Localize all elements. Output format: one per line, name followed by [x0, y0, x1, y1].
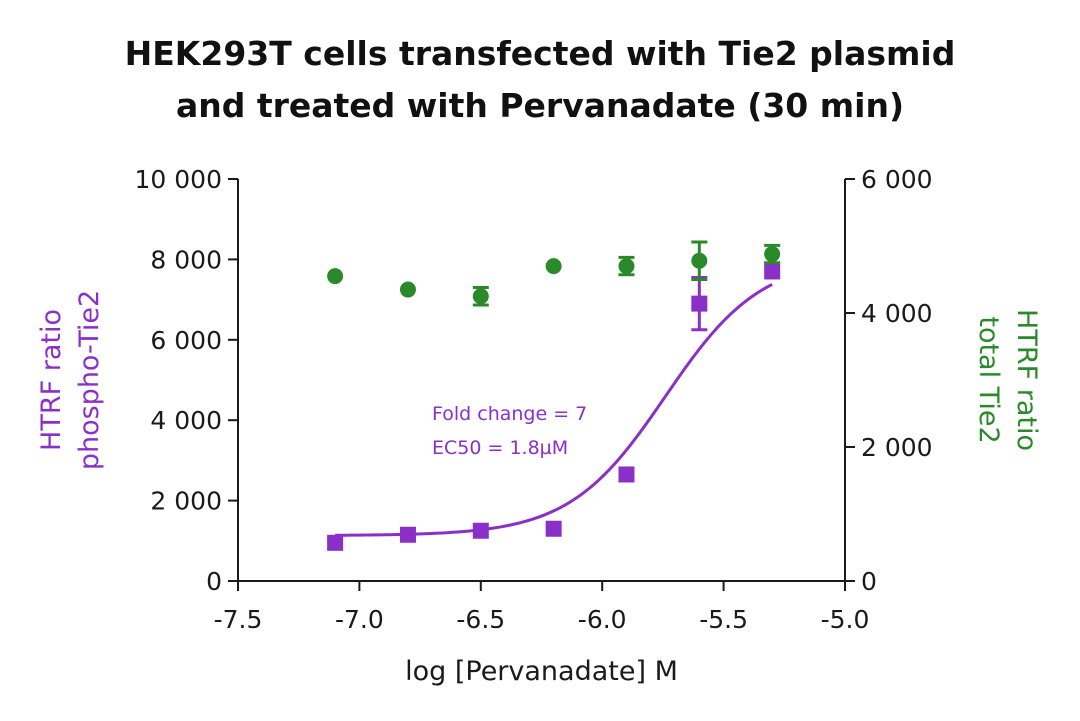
phospho-Tie2-point: [399, 526, 416, 543]
y-axis-left-label-line-2: phospho-Tie2: [74, 290, 105, 470]
y-right-tick-label: 2 000: [861, 433, 933, 462]
phospho-Tie2-point: [618, 466, 635, 483]
y-left-tick-label: 6 000: [150, 326, 222, 355]
chart-title-line-1: HEK293T cells transfected with Tie2 plas…: [124, 34, 956, 73]
x-axis-label: log [Pervanadate] M: [405, 656, 678, 687]
y-right-tick-label: 6 000: [861, 165, 933, 194]
x-tick-label: -7.0: [335, 605, 384, 634]
total Tie2-point: [545, 258, 562, 275]
y-left-tick-label: 0: [206, 567, 222, 596]
y-axis-right-label-line-1: HTRF ratio: [1011, 309, 1042, 451]
y-right-tick-label: 0: [861, 567, 877, 596]
total Tie2-point: [618, 258, 635, 275]
fold-change-annotation: Fold change = 7: [432, 403, 587, 425]
phospho-Tie2-point: [472, 522, 489, 539]
y-axis-right-label: HTRF ratiototal Tie2: [973, 309, 1042, 451]
chart-title-line-2: and treated with Pervanadate (30 min): [175, 86, 905, 125]
total Tie2-point: [327, 268, 344, 285]
total Tie2-point: [399, 281, 416, 298]
total Tie2-point: [691, 252, 708, 269]
labels-group: Fold change = 7 EC50 = 1.8µM log [Pervanad…: [36, 290, 1042, 687]
x-tick-label: -6.0: [578, 605, 627, 634]
y-axis-left-label-line-1: HTRF ratio: [36, 309, 67, 451]
chart-title: HEK293T cells transfected with Tie2 plas…: [0, 28, 1080, 132]
y-left-tick-label: 2 000: [150, 487, 222, 516]
y-axis-left-label: HTRF ratio phospho-Tie2: [36, 290, 105, 470]
phospho-Tie2-point: [545, 520, 562, 537]
phospho-Tie2-point: [691, 295, 708, 312]
y-left-tick-label: 4 000: [150, 406, 222, 435]
y-left-tick-label: 10 000: [135, 165, 222, 194]
axes-group: -7.5 -7.0 -6.5 -6.0 -5.5 -5.0 0 2 000 4 000 6 000…: [135, 165, 933, 634]
x-tick-label: -5.0: [821, 605, 870, 634]
data-points-group: [327, 240, 781, 551]
x-tick-label: -7.5: [214, 605, 263, 634]
ec50-annotation: EC50 = 1.8µM: [432, 437, 568, 459]
phospho-Tie2-point: [764, 263, 781, 280]
phospho-Tie2-point: [327, 534, 344, 551]
y-left-tick-label: 8 000: [150, 245, 222, 274]
total Tie2-point: [472, 288, 489, 305]
total Tie2-point: [764, 246, 781, 263]
x-tick-label: -5.5: [699, 605, 748, 634]
y-right-tick-label: 4 000: [861, 299, 933, 328]
x-tick-label: -6.5: [456, 605, 505, 634]
y-axis-right-label-line-2: total Tie2: [973, 316, 1004, 443]
